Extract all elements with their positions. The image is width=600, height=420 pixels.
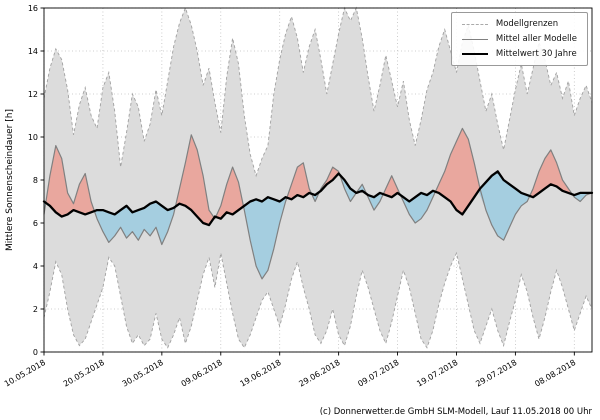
svg-text:30.05.2018: 30.05.2018 xyxy=(121,358,165,389)
svg-text:09.06.2018: 09.06.2018 xyxy=(180,358,224,389)
dashed-line-icon xyxy=(461,23,488,25)
black-line-icon xyxy=(461,53,488,55)
svg-text:4: 4 xyxy=(33,262,38,271)
svg-text:09.07.2018: 09.07.2018 xyxy=(356,358,400,389)
svg-text:29.06.2018: 29.06.2018 xyxy=(297,358,341,389)
svg-text:12: 12 xyxy=(28,90,38,99)
svg-text:6: 6 xyxy=(33,219,38,228)
copyright-note: (c) Donnerwetter.de GmbH SLM-Modell, Lau… xyxy=(319,407,592,417)
svg-text:14: 14 xyxy=(28,47,38,56)
svg-text:8: 8 xyxy=(33,176,38,185)
legend: Modellgrenzen Mittel aller Modelle Mitte… xyxy=(450,12,588,66)
svg-text:20.05.2018: 20.05.2018 xyxy=(62,358,106,389)
svg-text:29.07.2018: 29.07.2018 xyxy=(474,358,518,389)
legend-label: Mittelwert 30 Jahre xyxy=(495,49,577,59)
svg-text:19.07.2018: 19.07.2018 xyxy=(415,358,459,389)
svg-text:10: 10 xyxy=(28,133,38,142)
svg-text:08.08.2018: 08.08.2018 xyxy=(533,358,577,389)
legend-label: Modellgrenzen xyxy=(495,19,559,29)
svg-text:10.05.2018: 10.05.2018 xyxy=(3,358,47,389)
gray-line-icon xyxy=(461,38,488,40)
legend-item-modellgrenzen: Modellgrenzen xyxy=(461,19,577,29)
svg-text:19.06.2018: 19.06.2018 xyxy=(239,358,283,389)
legend-label: Mittel aller Modelle xyxy=(495,34,577,44)
svg-text:2: 2 xyxy=(33,305,38,314)
legend-item-mittelwert-30-jahre: Mittelwert 30 Jahre xyxy=(461,49,577,59)
legend-item-mittel-aller-modelle: Mittel aller Modelle xyxy=(461,34,577,44)
y-axis-label: Mittlere Sonnenscheindauer [h] xyxy=(5,109,15,251)
svg-text:0: 0 xyxy=(33,348,38,357)
svg-text:16: 16 xyxy=(28,4,38,13)
